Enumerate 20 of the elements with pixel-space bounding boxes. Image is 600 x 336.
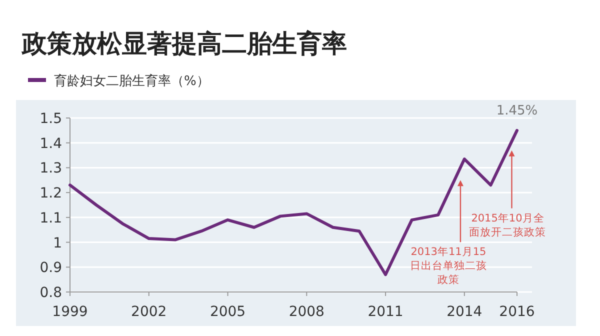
data-label: 1.45% — [496, 103, 538, 118]
annotation: 2013年11月15日出台单独二孩政策 — [410, 246, 487, 286]
x-tick-label: 1999 — [52, 304, 88, 320]
y-tick-label: 0.8 — [40, 285, 62, 301]
x-tick-label: 2014 — [446, 304, 482, 320]
y-tick-label: 1.4 — [40, 136, 62, 152]
x-tick-label: 2008 — [288, 304, 324, 320]
y-tick-label: 1.1 — [40, 210, 62, 226]
x-tick-label: 2002 — [131, 304, 167, 320]
y-tick-label: 0.9 — [40, 260, 62, 276]
y-tick-label: 1.5 — [40, 111, 62, 127]
annotation: 2015年10月全面放开二孩政策 — [469, 212, 546, 238]
y-tick-label: 1 — [53, 235, 62, 252]
chart-title: 政策放松显著提高二胎生育率 — [21, 29, 347, 58]
legend-label: 育龄妇女二胎生育率（%） — [54, 73, 210, 89]
y-tick-label: 1.2 — [40, 186, 62, 202]
y-tick-label: 1.3 — [40, 160, 62, 177]
x-tick-label: 2005 — [210, 304, 246, 320]
x-tick-label: 2016 — [499, 304, 535, 320]
x-tick-label: 2011 — [368, 304, 404, 320]
